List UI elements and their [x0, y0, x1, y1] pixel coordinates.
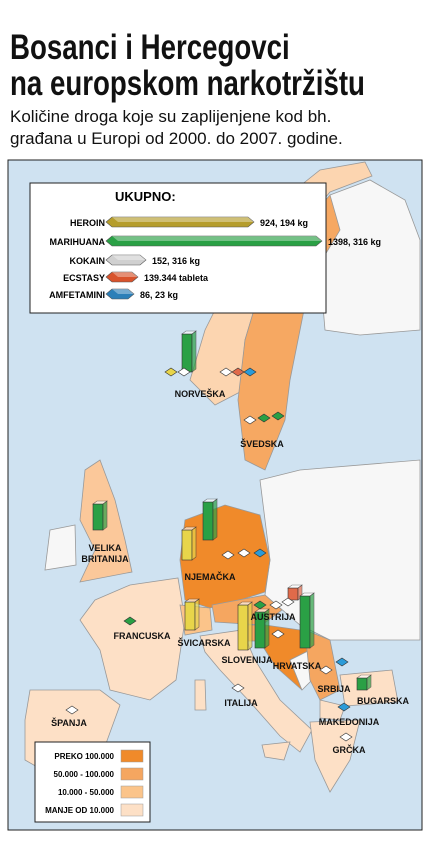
drug-label: KOKAIN: [70, 256, 106, 266]
country-label: BUGARSKA: [356, 696, 410, 706]
bar-3d-side: [309, 592, 315, 649]
amount-label: 152, 316 kg: [152, 256, 200, 266]
total-bar-top: [112, 236, 322, 241]
title: na europskom narkotržištu: [10, 64, 365, 103]
marker: [271, 411, 285, 421]
bar-3d-side: [194, 598, 200, 631]
bar-3d-top: [254, 608, 270, 613]
marker: [335, 657, 349, 667]
total-bar-top: [112, 217, 254, 222]
total-bar: [105, 288, 135, 300]
drug-label: HEROIN: [70, 218, 105, 228]
marker: [123, 616, 137, 626]
legend-swatch: [120, 785, 144, 799]
marker: [337, 702, 351, 712]
total-bar: [105, 271, 139, 283]
bar-3d-top: [181, 330, 197, 335]
legend-swatch: [120, 767, 144, 781]
marker: [65, 705, 79, 715]
country-label: HRVATSKA: [272, 661, 322, 671]
marker: [243, 367, 257, 377]
marker: [257, 413, 271, 423]
subtitle: Količine droga koje su zaplijenjene kod …: [10, 107, 332, 126]
country-label: VELIKA BRITANIJA: [81, 543, 129, 564]
bar-3d-top: [237, 601, 253, 606]
bar-3d-side: [191, 330, 197, 373]
country-label: MAKEDONIJA: [318, 717, 380, 727]
marker: [177, 367, 191, 377]
drug-label: MARIHUANA: [50, 237, 106, 247]
country-label: NJEMAČKA: [184, 572, 236, 582]
amount-label: 86, 23 kg: [140, 290, 178, 300]
bar-3d-side: [102, 500, 108, 531]
totals-box: [29, 182, 327, 314]
total-bar-top: [112, 272, 138, 277]
country-label: ŠPANJA: [51, 718, 87, 728]
amount-label: 924, 194 kg: [260, 218, 308, 228]
country-label: NORVEŠKA: [174, 389, 226, 399]
marker: [164, 367, 178, 377]
bar-3d-top: [356, 674, 372, 679]
marker: [281, 597, 295, 607]
marker: [231, 683, 245, 693]
bar-3d-top: [181, 526, 197, 531]
marker: [243, 415, 257, 425]
title: Bosanci i Hercegovci: [10, 28, 290, 67]
total-bar: [105, 235, 323, 247]
total-bar: [105, 216, 255, 228]
bar-3d-side: [247, 601, 253, 651]
bar-3d: [202, 501, 214, 541]
legend-label: PREKO 100.000: [54, 752, 114, 761]
marker: [221, 550, 235, 560]
marker: [253, 600, 267, 610]
bar-3d: [237, 604, 249, 651]
marker: [339, 732, 353, 742]
country-label: ŠVEDSKA: [240, 439, 284, 449]
country-label: FRANCUSKA: [113, 631, 171, 641]
drug-label: AMFETAMINI: [49, 290, 105, 300]
legend-label: 50.000 - 100.000: [54, 770, 115, 779]
bar-3d: [181, 333, 193, 373]
bar-3d-top: [299, 592, 315, 597]
amount-label: 139.344 tableta: [144, 273, 209, 283]
total-bar-top: [112, 289, 134, 294]
country-label: AUSTRIJA: [250, 612, 296, 622]
marker: [319, 665, 333, 675]
bar-3d: [356, 677, 368, 691]
subtitle: građana u Europi od 2000. do 2007. godin…: [10, 129, 343, 148]
bar-3d-top: [92, 500, 108, 505]
bar-3d: [92, 503, 104, 531]
legend-label: MANJE OD 10.000: [45, 806, 114, 815]
amount-label: 1398, 316 kg: [328, 237, 381, 247]
country-label: ŠVICARSKA: [177, 638, 231, 648]
totals-title: UKUPNO:: [115, 189, 176, 204]
bar-3d-side: [212, 498, 218, 541]
bar-3d-top: [287, 584, 303, 589]
drug-label: ECSTASY: [63, 273, 105, 283]
bar-3d-side: [191, 526, 197, 561]
country-label: ITALIJA: [224, 698, 258, 708]
marker: [253, 548, 267, 558]
marker: [271, 629, 285, 639]
bar-3d-top: [202, 498, 218, 503]
country-label: GRČKA: [332, 745, 366, 755]
total-bar-top: [112, 255, 146, 260]
bar-3d: [299, 595, 311, 649]
bar-3d-top: [184, 598, 200, 603]
legend-label: 10.000 - 50.000: [58, 788, 115, 797]
country-label: SRBIJA: [317, 684, 351, 694]
country-label: SLOVENIJA: [221, 655, 273, 665]
legend-swatch: [120, 749, 144, 763]
bar-3d: [287, 587, 299, 601]
marker: [237, 548, 251, 558]
legend-swatch: [120, 803, 144, 817]
marker: [269, 600, 283, 610]
bar-3d: [181, 529, 193, 561]
total-bar: [105, 254, 147, 266]
bar-3d: [184, 601, 196, 631]
